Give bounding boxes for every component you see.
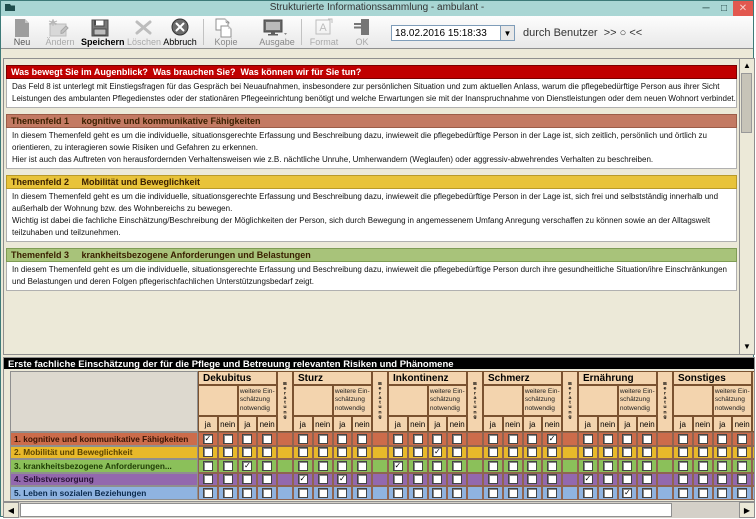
- svg-text:A: A: [319, 22, 327, 34]
